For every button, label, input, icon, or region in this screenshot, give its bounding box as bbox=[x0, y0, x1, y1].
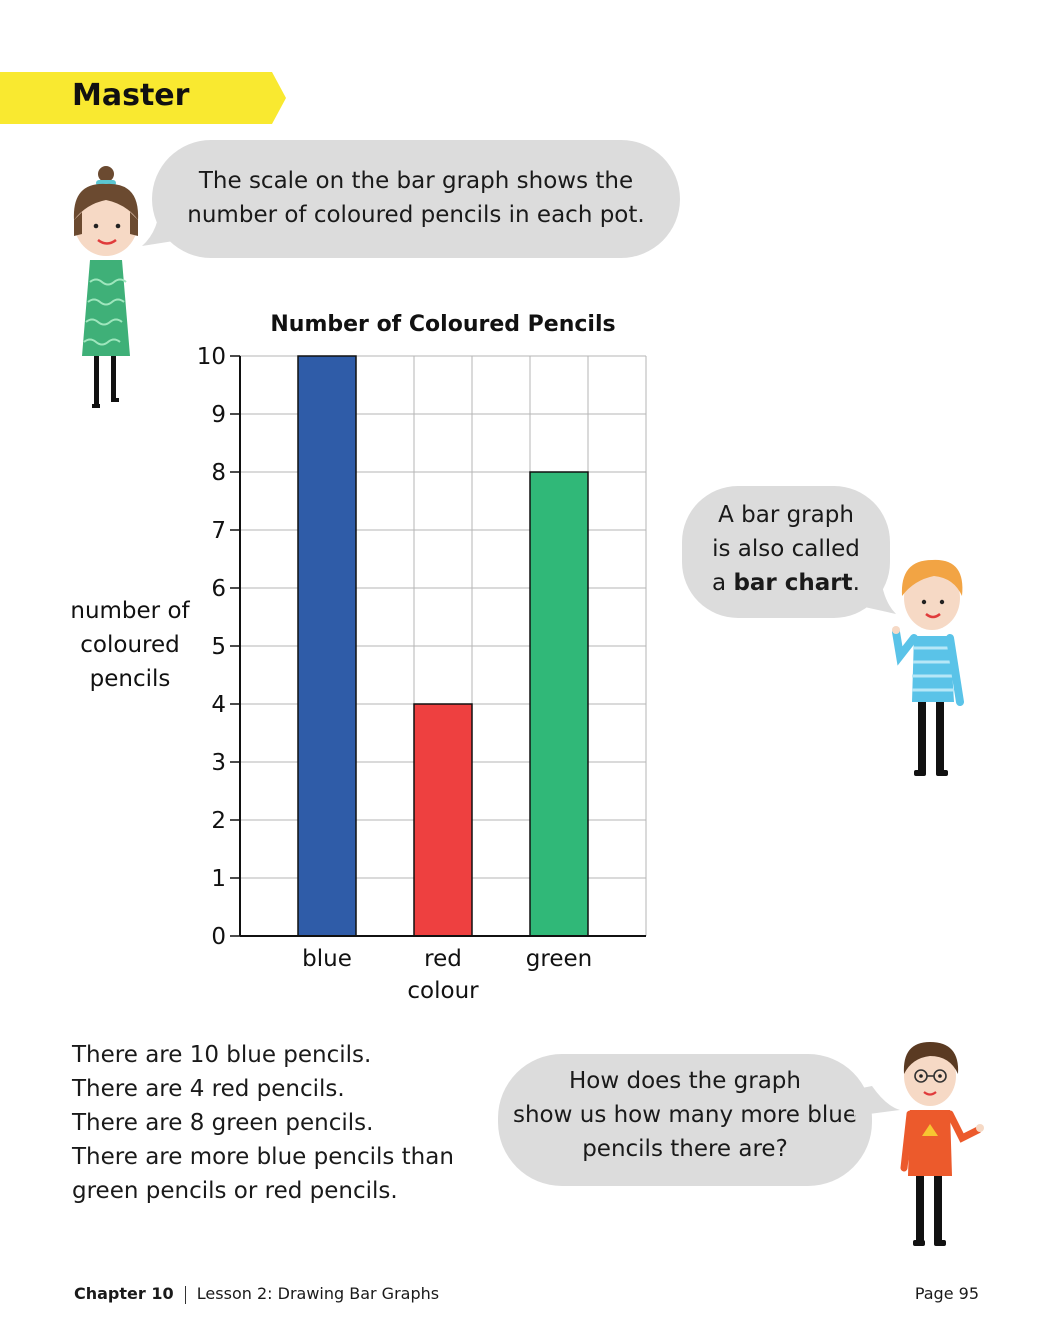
y-tick-label: 7 bbox=[211, 518, 226, 544]
footer-chapter: Chapter 10 bbox=[74, 1284, 174, 1303]
x-tick-label-red: red bbox=[424, 946, 462, 972]
boy-character-illustration bbox=[892, 559, 964, 776]
y-tick-label: 6 bbox=[211, 576, 226, 602]
bubble-tail-bottom bbox=[852, 1086, 900, 1116]
y-axis-label-line-2: coloured bbox=[80, 632, 179, 658]
y-tick-label: 3 bbox=[211, 750, 226, 776]
y-axis-label-line-1: number of bbox=[70, 598, 190, 624]
footer-divider bbox=[184, 1285, 186, 1304]
section-banner: Master bbox=[0, 72, 286, 124]
x-axis-label: colour bbox=[407, 978, 479, 1004]
y-tick-label: 8 bbox=[211, 460, 226, 486]
y-tick-label: 10 bbox=[197, 344, 226, 370]
bar-blue bbox=[297, 355, 357, 937]
summary-line-4: There are more blue pencils than bbox=[72, 1144, 454, 1170]
summary-line-2: There are 4 red pencils. bbox=[72, 1076, 345, 1102]
y-tick-label: 0 bbox=[211, 924, 226, 950]
bar-green bbox=[529, 471, 589, 937]
y-tick-label: 9 bbox=[211, 402, 226, 428]
bubble-right-bold-term: bar chart bbox=[733, 570, 853, 596]
bar-chart: Number of Coloured Pencils 012345678910 … bbox=[70, 312, 647, 1004]
girl-character-illustration bbox=[73, 166, 139, 408]
footer-lesson: Lesson 2: Drawing Bar Graphs bbox=[196, 1284, 440, 1303]
bubble-top-line-2: number of coloured pencils in each pot. bbox=[187, 202, 645, 228]
chart-title: Number of Coloured Pencils bbox=[270, 312, 615, 337]
chart-bars bbox=[297, 355, 589, 937]
bubble-tail-top bbox=[142, 200, 180, 246]
footer-page-number: Page 95 bbox=[914, 1284, 979, 1303]
footer-left: Chapter 10 Lesson 2: Drawing Bar Graphs bbox=[74, 1284, 439, 1304]
speech-bubble-right: A bar graph is also called a bar chart. bbox=[682, 486, 890, 618]
y-tick-label: 5 bbox=[211, 634, 226, 660]
summary-line-5: green pencils or red pencils. bbox=[72, 1178, 398, 1204]
summary-line-1: There are 10 blue pencils. bbox=[72, 1042, 372, 1068]
bubble-right-line-2: is also called bbox=[712, 536, 860, 562]
x-tick-label-blue: blue bbox=[302, 946, 352, 972]
y-tick-label: 2 bbox=[211, 808, 226, 834]
bubble-bottom-line-2: show us how many more blue bbox=[512, 1102, 857, 1128]
bubble-top-line-1: The scale on the bar graph shows the bbox=[198, 168, 634, 194]
x-tick-label-green: green bbox=[526, 946, 592, 972]
bubble-right-line-3: a bar chart. bbox=[682, 566, 890, 600]
bubble-bottom-line-3: pencils there are? bbox=[582, 1136, 788, 1162]
speech-bubble-bottom: How does the graph show us how many more… bbox=[498, 1054, 872, 1186]
bubble-right-line-3-prefix: a bbox=[712, 570, 734, 596]
bubble-tail-right bbox=[860, 570, 896, 614]
chart-y-ticks: 0 1 2 3 4 5 6 7 8 9 10 bbox=[197, 344, 240, 950]
bubble-right-line-3-suffix: . bbox=[852, 570, 860, 596]
bubble-bottom-line-1: How does the graph bbox=[569, 1068, 801, 1094]
summary-text: There are 10 blue pencils. There are 4 r… bbox=[72, 1038, 454, 1208]
y-tick-label: 4 bbox=[211, 692, 226, 718]
y-tick-label: 1 bbox=[211, 866, 226, 892]
bubble-right-line-1: A bar graph bbox=[718, 502, 854, 528]
section-title: Master bbox=[72, 78, 190, 113]
y-axis-label-line-3: pencils bbox=[90, 666, 171, 692]
bar-red bbox=[413, 703, 473, 937]
speech-bubble-top: The scale on the bar graph shows the num… bbox=[152, 140, 680, 258]
summary-line-3: There are 8 green pencils. bbox=[72, 1110, 374, 1136]
boy-with-glasses-illustration bbox=[900, 1042, 984, 1246]
chart-x-ticks: blue red green bbox=[302, 946, 592, 972]
